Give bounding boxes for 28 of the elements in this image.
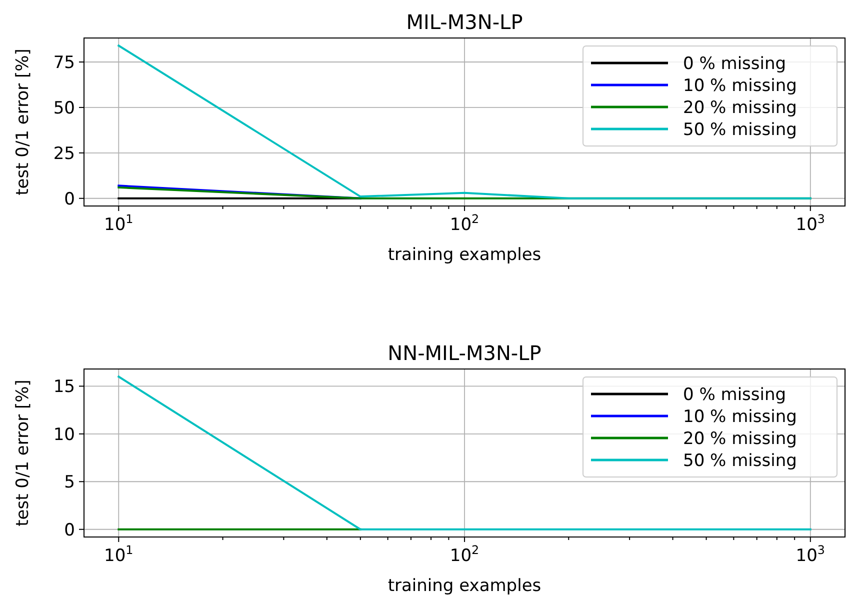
legend-label: 0 % missing xyxy=(683,384,786,405)
chart-title: MIL-M3N-LP xyxy=(406,10,523,34)
legend-label: 50 % missing xyxy=(683,120,797,140)
legend-label: 50 % missing xyxy=(683,450,797,471)
x-tick-label: 10$^{3}$ xyxy=(796,543,826,566)
legend-label: 20 % missing xyxy=(683,98,797,118)
y-axis-title: test 0/1 error [%] xyxy=(13,380,33,526)
y-tick-label: 25 xyxy=(53,144,75,164)
y-tick-label: 10 xyxy=(53,424,75,445)
y-tick-label: 0 xyxy=(64,520,75,540)
legend-label: 20 % missing xyxy=(683,428,797,449)
y-axis-title: test 0/1 error [%] xyxy=(13,48,33,196)
x-tick-label: 10$^{1}$ xyxy=(104,543,134,566)
x-tick-label: 10$^{3}$ xyxy=(796,212,826,235)
y-tick-label: 75 xyxy=(53,52,75,73)
y-tick-label: 15 xyxy=(53,377,75,398)
y-tick-label: 0 xyxy=(64,189,75,210)
x-axis-title: training examples xyxy=(388,245,542,265)
legend-label: 10 % missing xyxy=(683,76,797,96)
chart-title: NN-MIL-M3N-LP xyxy=(388,341,542,365)
legend-label: 0 % missing xyxy=(683,54,786,74)
legend-label: 10 % missing xyxy=(683,406,797,427)
x-tick-label: 10$^{1}$ xyxy=(104,212,134,235)
y-tick-label: 50 xyxy=(53,98,75,118)
y-tick-label: 5 xyxy=(64,472,75,493)
x-tick-label: 10$^{2}$ xyxy=(450,212,480,235)
x-axis-title: training examples xyxy=(388,576,542,596)
x-tick-label: 10$^{2}$ xyxy=(450,543,480,566)
